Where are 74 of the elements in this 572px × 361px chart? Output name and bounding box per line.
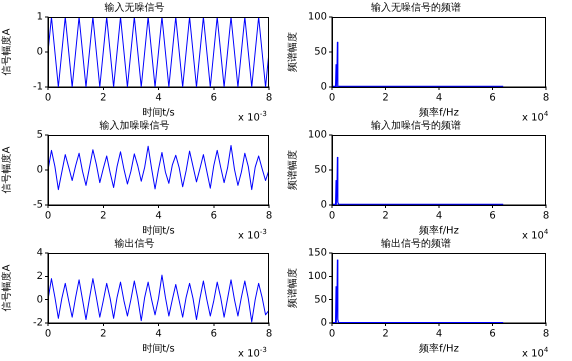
y-tick-label: 50	[314, 294, 327, 306]
text: x 10$^{4}$	[522, 346, 548, 360]
x-axis-title: 时间t/s	[142, 106, 175, 119]
x-tick-label: 0	[44, 210, 52, 222]
text: x 10$^{4}$	[522, 228, 548, 242]
chart-title: 输出信号的频谱	[381, 238, 451, 250]
y-tick-label: 150	[308, 248, 327, 259]
y-axis-title: 频谱幅度	[286, 268, 299, 308]
y-tick-label: 0	[320, 200, 327, 211]
y-tick-label: 100	[308, 130, 327, 141]
x-tick-label: 2	[100, 328, 106, 340]
x-tick-label: 6	[489, 328, 496, 340]
x-tick-label: 2	[382, 210, 389, 222]
x-tick-label: 6	[489, 210, 496, 222]
y-tick-label: 0	[320, 318, 327, 329]
x-tick-label: 4	[436, 210, 442, 222]
x-tick-label: 2	[382, 328, 389, 340]
x-tick-label: 2	[100, 92, 106, 104]
y-tick-label: 100	[308, 270, 327, 282]
chart-title: 输入无噪信号	[104, 2, 164, 14]
x-tick-label: 6	[210, 210, 217, 222]
x-tick-label: 0	[328, 328, 336, 340]
x-tick-label: 8	[266, 210, 272, 222]
y-axis-title: 信号幅度A	[0, 146, 13, 194]
x-tick-label: 0	[328, 92, 336, 104]
x-tick-label: 4	[436, 92, 442, 104]
text: x 10$^{-3}$	[238, 346, 267, 360]
x-axis-title: 频率f/Hz	[419, 224, 459, 237]
y-tick-label: 100	[308, 12, 327, 23]
x-tick-label: 6	[489, 92, 496, 104]
x-tick-label: 4	[155, 328, 162, 340]
x-tick-label: 4	[436, 328, 442, 340]
x-axis-title: 频率f/Hz	[419, 342, 459, 355]
x-tick-label: 6	[210, 92, 217, 104]
x-tick-label: 0	[44, 92, 52, 104]
text: x 10$^{-3}$	[238, 110, 267, 124]
x-tick-label: 0	[44, 328, 52, 340]
chart-title: 输入加噪信号的频谱	[371, 120, 461, 132]
y-tick-label: 0	[320, 82, 327, 93]
y-tick-label: 1	[36, 12, 43, 23]
x-tick-label: 4	[155, 210, 162, 222]
y-tick-label: 0	[36, 46, 43, 58]
x-tick-label: 8	[542, 92, 550, 104]
x-axis-title: 时间t/s	[142, 342, 175, 355]
y-axis-title: 频谱幅度	[286, 32, 299, 72]
y-tick-label: -5	[33, 200, 43, 211]
x-axis-title: 频率f/Hz	[419, 106, 459, 119]
x-tick-label: 2	[382, 92, 389, 104]
y-tick-label: 4	[36, 248, 43, 259]
x-tick-label: 8	[266, 92, 272, 104]
y-tick-label: 50	[314, 164, 327, 176]
x-tick-label: 6	[210, 328, 217, 340]
y-axis-title: 信号幅度A	[0, 264, 13, 312]
y-tick-label: -2	[33, 318, 43, 329]
y-tick-label: 5	[36, 130, 43, 141]
chart-title: 输出信号	[114, 238, 154, 250]
x-tick-label: 0	[328, 210, 336, 222]
y-tick-label: -1	[33, 82, 43, 93]
y-axis-title: 频谱幅度	[286, 150, 299, 190]
x-tick-label: 8	[542, 210, 550, 222]
text: x 10$^{-3}$	[238, 228, 267, 242]
x-tick-label: 8	[266, 328, 272, 340]
chart-title: 输入无噪信号的频谱	[371, 2, 461, 14]
chart-title: 输入加噪噪信号	[100, 120, 170, 132]
y-tick-label: 0	[36, 294, 43, 306]
y-tick-label: 2	[36, 270, 43, 282]
x-tick-label: 8	[542, 328, 550, 340]
x-tick-label: 2	[100, 210, 106, 222]
y-tick-label: 0	[36, 164, 43, 176]
x-tick-label: 4	[155, 92, 162, 104]
y-axis-title: 信号幅度A	[0, 28, 13, 76]
text: x 10$^{4}$	[522, 110, 548, 124]
x-axis-title: 时间t/s	[142, 224, 175, 237]
y-tick-label: 50	[314, 46, 327, 58]
